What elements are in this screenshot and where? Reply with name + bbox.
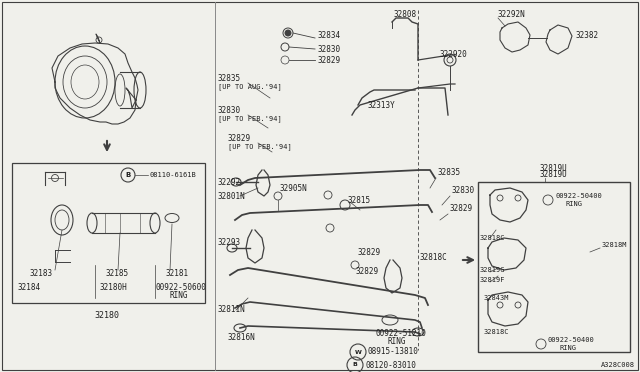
- Text: 32830: 32830: [452, 186, 475, 195]
- Text: 32835: 32835: [438, 167, 461, 176]
- Text: 08110-6161B: 08110-6161B: [150, 172, 196, 178]
- Text: 32905N: 32905N: [280, 183, 308, 192]
- Text: 32819F: 32819F: [480, 277, 506, 283]
- Text: 32818M: 32818M: [602, 242, 627, 248]
- Text: A328C008: A328C008: [601, 362, 635, 368]
- Text: 08120-83010: 08120-83010: [365, 360, 416, 369]
- Text: 00922-50600: 00922-50600: [155, 283, 206, 292]
- Text: B: B: [353, 362, 357, 368]
- Text: 32816N: 32816N: [228, 334, 256, 343]
- Text: RING: RING: [170, 292, 189, 301]
- Text: 32829: 32829: [317, 55, 340, 64]
- Text: 32819U: 32819U: [540, 164, 568, 173]
- Text: 32819G: 32819G: [480, 267, 506, 273]
- Text: 32818C: 32818C: [420, 253, 448, 263]
- Text: RING: RING: [388, 337, 406, 346]
- Text: 32185: 32185: [105, 269, 128, 278]
- Bar: [12, 163, 205, 303]
- Bar: [478, 182, 630, 352]
- Text: 32181: 32181: [165, 269, 188, 278]
- Text: RING: RING: [565, 201, 582, 207]
- Text: [UP TO FEB.'94]: [UP TO FEB.'94]: [218, 116, 282, 122]
- Text: 32819U: 32819U: [540, 170, 568, 179]
- Text: 32184: 32184: [18, 283, 41, 292]
- Text: [UP TO FEB.'94]: [UP TO FEB.'94]: [228, 144, 292, 150]
- Text: 32180H: 32180H: [100, 283, 128, 292]
- Text: 32292N: 32292N: [498, 10, 525, 19]
- Text: 32293: 32293: [218, 237, 241, 247]
- Text: 32313Y: 32313Y: [368, 100, 396, 109]
- Text: 00922-50400: 00922-50400: [548, 337, 595, 343]
- Text: 32811N: 32811N: [218, 305, 246, 314]
- Text: 32830: 32830: [317, 45, 340, 54]
- Text: 32829: 32829: [358, 247, 381, 257]
- Text: 00922-50400: 00922-50400: [555, 193, 602, 199]
- Text: 32835: 32835: [218, 74, 241, 83]
- Text: 32183: 32183: [30, 269, 53, 278]
- Text: [UP TO AUG.'94]: [UP TO AUG.'94]: [218, 84, 282, 90]
- Text: 32180: 32180: [95, 311, 120, 321]
- Text: 32818C: 32818C: [484, 329, 509, 335]
- Text: 32815: 32815: [348, 196, 371, 205]
- Text: 322920: 322920: [440, 49, 468, 58]
- Text: 32818C: 32818C: [480, 235, 506, 241]
- Text: 32829: 32829: [450, 203, 473, 212]
- Text: RING: RING: [560, 345, 577, 351]
- Text: 32829: 32829: [228, 134, 251, 142]
- Text: B: B: [125, 172, 131, 178]
- Text: 32801N: 32801N: [218, 192, 246, 201]
- Text: 32808: 32808: [393, 10, 416, 19]
- Text: 32843M: 32843M: [484, 295, 509, 301]
- Text: 32829: 32829: [355, 267, 378, 276]
- Circle shape: [285, 30, 291, 36]
- Text: 32834: 32834: [317, 31, 340, 39]
- Text: 32830: 32830: [218, 106, 241, 115]
- Text: 08915-13810: 08915-13810: [368, 347, 419, 356]
- Text: W: W: [355, 350, 362, 355]
- Text: 00922-51210: 00922-51210: [375, 330, 426, 339]
- Text: 32382: 32382: [575, 31, 598, 39]
- Text: 32292: 32292: [218, 177, 241, 186]
